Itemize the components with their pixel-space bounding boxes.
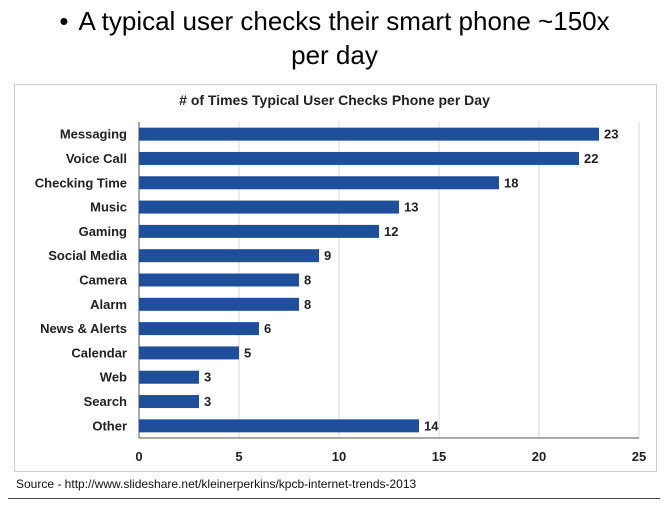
source-citation: Source - http://www.slideshare.net/klein… [16,477,417,491]
data-label: 22 [584,151,598,166]
x-tick-label: 15 [432,449,446,464]
category-label: Calendar [71,345,127,360]
data-label: 6 [264,321,271,336]
category-label: Music [90,200,127,215]
slide-title-text-1: A typical user checks their smart phone … [78,6,610,36]
data-label: 5 [244,345,251,360]
bar [139,127,599,141]
bar [139,273,299,287]
data-label: 9 [324,248,331,263]
data-label: 12 [384,224,398,239]
bar [139,395,199,409]
data-label: 13 [404,200,418,215]
category-label: Voice Call [66,151,127,166]
category-label: Messaging [60,127,127,142]
bar [139,224,379,238]
chart-frame [14,84,657,472]
x-tick-label: 5 [235,449,242,464]
data-label: 8 [304,273,311,288]
bar [139,151,579,165]
chart-title: # of Times Typical User Checks Phone per… [179,92,490,108]
data-label: 18 [504,175,518,190]
category-label: Social Media [48,248,128,263]
slide-title-line-1: • A typical user checks their smart phone… [0,4,669,38]
category-label: Web [100,370,127,385]
data-label: 3 [204,394,211,409]
slide-title: • A typical user checks their smart phone… [0,4,669,72]
category-label: Checking Time [35,175,127,190]
category-labels: Messaging Voice Call Checking Time Music Gam… [35,127,128,434]
bar [139,297,299,311]
x-tick-label: 25 [632,449,646,464]
x-tick-label: 20 [532,449,546,464]
data-label: 8 [304,297,311,312]
data-label: 23 [604,127,618,142]
category-label: Alarm [90,297,127,312]
bar [139,370,199,384]
category-label: Camera [79,273,127,288]
category-label: Search [84,394,127,409]
x-tick-label: 10 [332,449,346,464]
bar [139,346,239,360]
category-label: Gaming [79,224,127,239]
x-tick-labels: 0 5 10 15 20 25 [135,449,646,464]
bar [139,322,259,336]
data-label: 3 [204,370,211,385]
bars [139,127,599,433]
category-label: News & Alerts [40,321,127,336]
slide-title-line-2: per day [291,40,378,70]
data-label: 14 [424,418,439,433]
bar [139,249,319,263]
x-tick-label: 0 [135,449,142,464]
bar [139,419,419,433]
bottom-divider [8,498,660,499]
bar [139,176,499,190]
bar [139,200,399,214]
bullet-icon: • [59,6,69,36]
category-label: Other [92,418,127,433]
